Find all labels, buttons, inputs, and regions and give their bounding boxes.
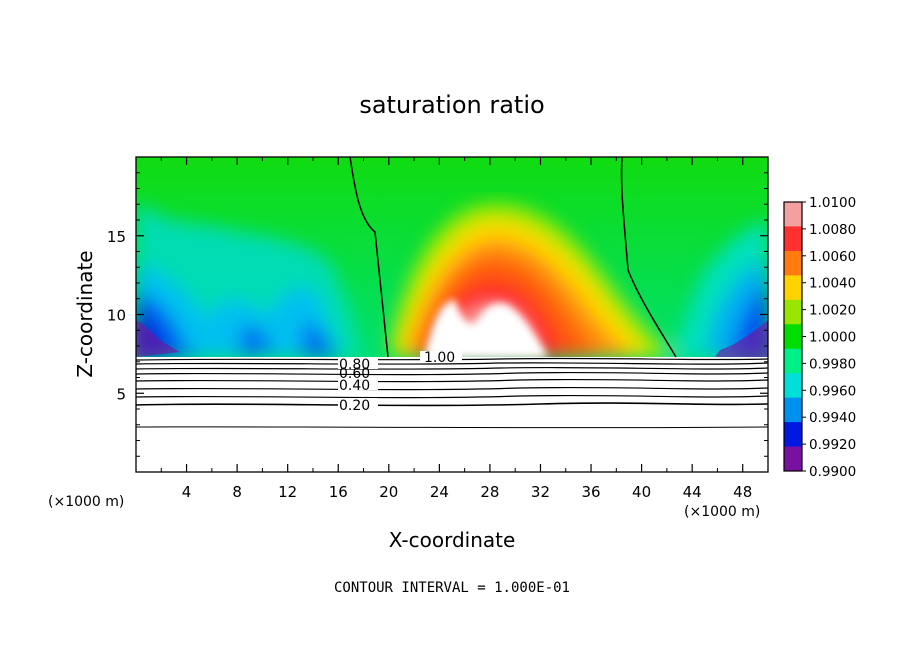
x-tick-label: 36 bbox=[581, 483, 600, 501]
colorbar-label: 0.9900 bbox=[809, 464, 856, 480]
x-tick-label: 40 bbox=[632, 483, 651, 501]
colorbar: 1.0100 1.0080 1.0060 1.0040 1.0020 1.0000 0.99… bbox=[783, 195, 856, 480]
colorbar-swatch bbox=[784, 299, 802, 325]
colorbar-swatch bbox=[784, 446, 802, 472]
colorbar-swatch bbox=[784, 275, 802, 301]
colorbar-swatch bbox=[784, 373, 802, 399]
contour-label: 0.60 bbox=[339, 366, 370, 382]
colorbar-label: 1.0080 bbox=[809, 222, 856, 238]
y-tick-label: 10 bbox=[107, 307, 126, 325]
y-axis-title: Z-coordinate bbox=[73, 250, 97, 377]
x-tick-label: 16 bbox=[329, 483, 348, 501]
colorbar-swatch bbox=[784, 202, 802, 227]
colorbar-swatch bbox=[784, 422, 802, 448]
x-tick-label: 8 bbox=[232, 483, 242, 501]
colorbar-label: 1.0000 bbox=[809, 330, 856, 346]
x-tick-label: 28 bbox=[480, 483, 499, 501]
colorbar-swatch bbox=[784, 397, 802, 423]
x-unit-right: (×1000 m) bbox=[684, 504, 760, 520]
colorbar-label: 1.0020 bbox=[809, 303, 856, 319]
x-tick-label: 32 bbox=[531, 483, 550, 501]
colorbar-swatch bbox=[784, 324, 802, 350]
x-tick-label: 4 bbox=[182, 483, 192, 501]
colorbar-swatch bbox=[784, 226, 802, 252]
colorbar-label: 1.0040 bbox=[809, 276, 856, 292]
colorbar-label: 0.9920 bbox=[809, 437, 856, 453]
footer-contour-interval: CONTOUR INTERVAL = 1.000E-01 bbox=[334, 580, 570, 596]
colorbar-label: 1.0060 bbox=[809, 249, 856, 265]
colorbar-label: 0.9960 bbox=[809, 383, 856, 399]
contour-label-group: 0.80 0.60 0.40 0.20 1.00 bbox=[338, 350, 462, 414]
x-unit-left: (×1000 m) bbox=[48, 494, 124, 510]
x-tick-label: 24 bbox=[430, 483, 449, 501]
y-tick-label: 15 bbox=[107, 228, 126, 246]
colorbar-label: 1.0100 bbox=[809, 195, 856, 211]
x-axis-title: X-coordinate bbox=[389, 528, 516, 552]
colorbar-label: 0.9940 bbox=[809, 410, 856, 426]
x-tick-label: 12 bbox=[278, 483, 297, 501]
x-tick-label: 48 bbox=[733, 483, 752, 501]
contour-lines bbox=[136, 157, 768, 429]
x-tick-label: 20 bbox=[379, 483, 398, 501]
colorbar-swatch bbox=[784, 348, 802, 374]
contour-label: 0.20 bbox=[339, 398, 370, 414]
x-tick-label: 44 bbox=[683, 483, 702, 501]
chart-title: saturation ratio bbox=[359, 91, 544, 119]
colorbar-label: 0.9980 bbox=[809, 356, 856, 372]
contour-label: 1.00 bbox=[424, 350, 455, 366]
saturation-field bbox=[136, 157, 768, 357]
y-tick-label: 5 bbox=[116, 385, 126, 403]
colorbar-swatch bbox=[784, 250, 802, 276]
contour-label: 0.40 bbox=[339, 378, 370, 394]
plot-area: 0.80 0.60 0.40 0.20 1.00 bbox=[136, 157, 768, 472]
contour-label: 0.80 bbox=[339, 357, 370, 373]
